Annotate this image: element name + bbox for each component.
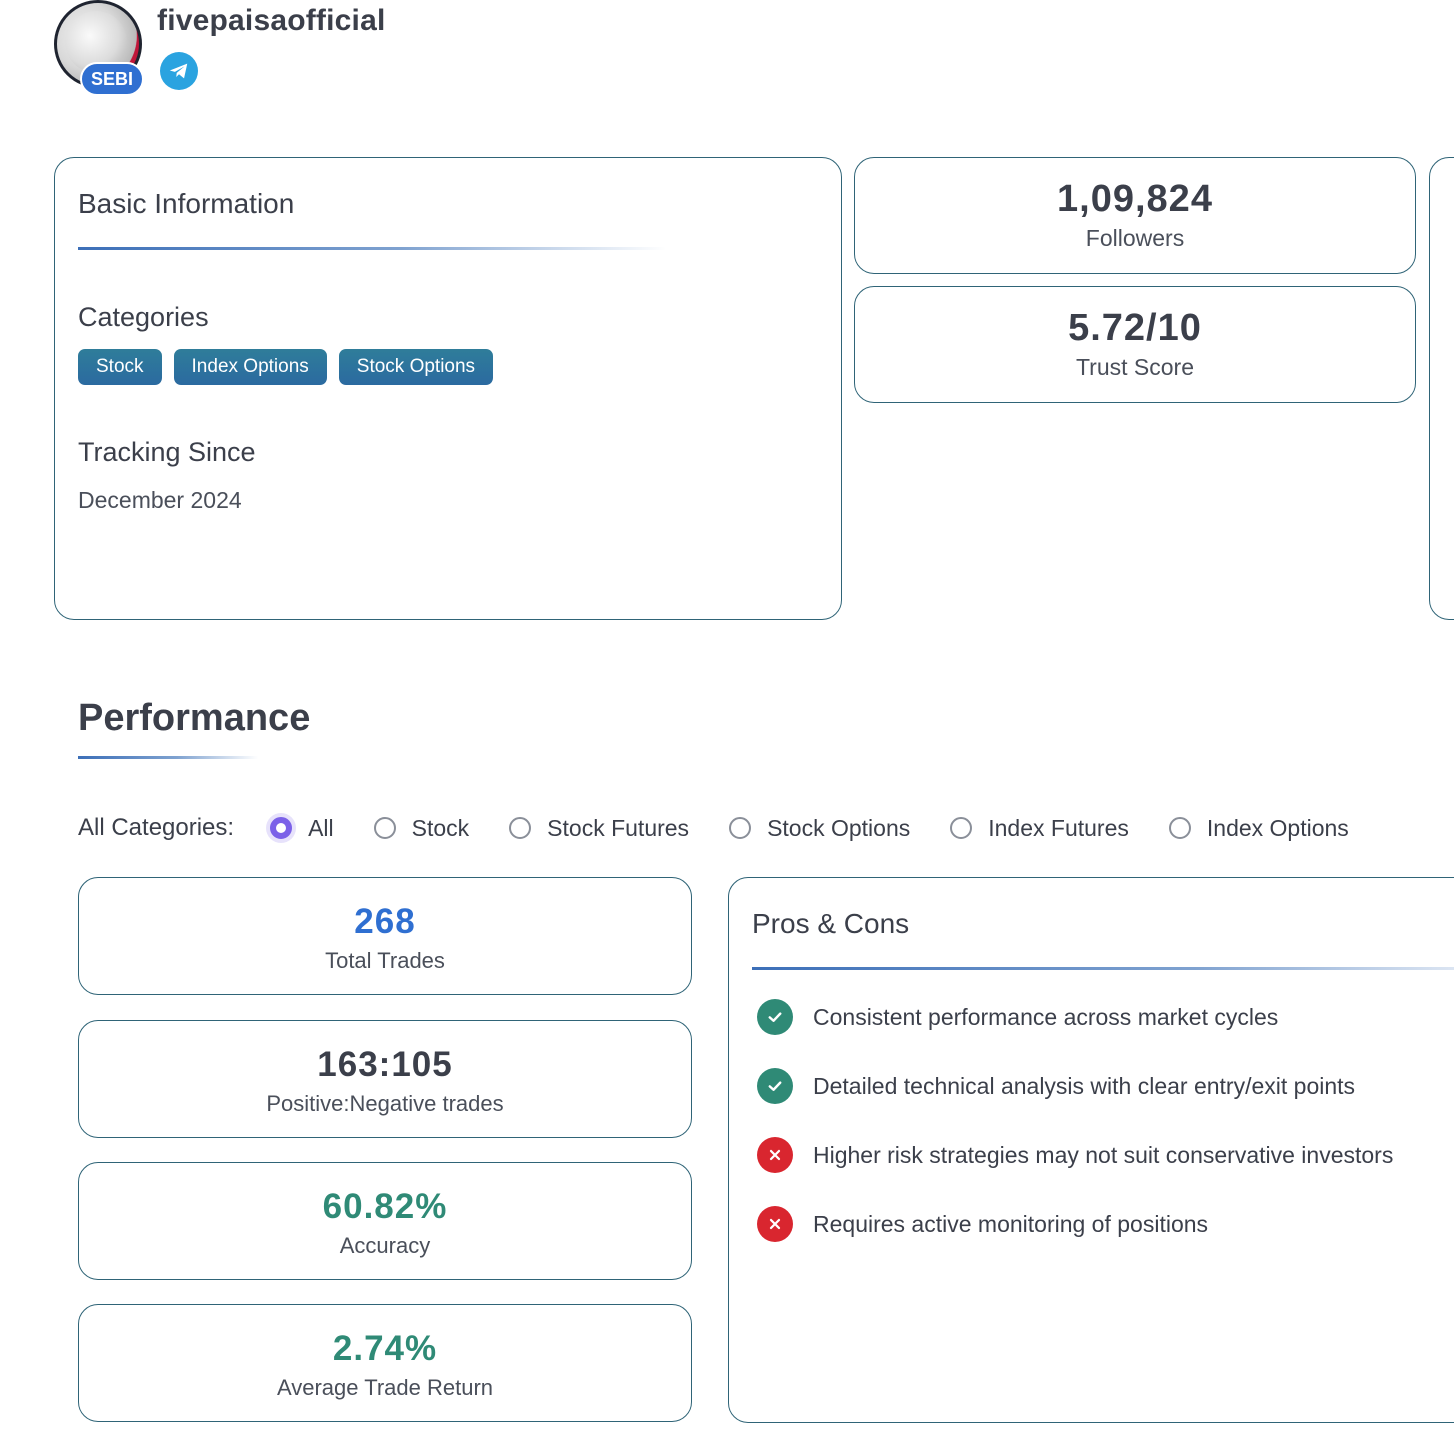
radio-button[interactable] — [509, 817, 532, 839]
con-item: Higher risk strategies may not suit cons… — [757, 1136, 1393, 1174]
radio-button[interactable] — [729, 817, 752, 839]
radio-button[interactable] — [950, 817, 973, 839]
filter-option-label: Stock Futures — [547, 814, 690, 841]
trust-score-value: 5.72/10 — [1068, 307, 1202, 349]
filter-radio-stock-options[interactable]: Stock Options — [729, 815, 910, 842]
total-trades-label: Total Trades — [325, 948, 445, 973]
category-chip[interactable]: Index Options — [173, 349, 327, 385]
category-chip[interactable]: Stock Options — [338, 349, 494, 385]
radio-button-selected[interactable] — [270, 817, 293, 839]
filter-option-label: Index Futures — [988, 814, 1129, 841]
x-circle-icon — [757, 1206, 793, 1242]
radio-button[interactable] — [1168, 817, 1191, 839]
check-circle-icon — [757, 1068, 793, 1104]
telegram-plane-glyph — [169, 63, 188, 79]
positive-negative-value: 163:105 — [317, 1045, 453, 1084]
filter-radio-stock[interactable]: Stock — [373, 814, 470, 842]
category-chips: Stock Index Options Stock Options — [78, 349, 494, 385]
filter-radio-index-futures[interactable]: Index Futures — [950, 815, 1129, 842]
tracking-since-value: December 2024 — [78, 487, 242, 513]
filter-radio-index-options[interactable]: Index Options — [1168, 814, 1349, 842]
pro-text: Detailed technical analysis with clear e… — [813, 1072, 1356, 1099]
tracking-since-label: Tracking Since — [78, 437, 256, 467]
positive-negative-card: 163:105 Positive:Negative trades — [78, 1020, 692, 1138]
title-underline — [78, 247, 666, 250]
trust-score-card: 5.72/10 Trust Score — [854, 286, 1416, 403]
trust-score-label: Trust Score — [1075, 354, 1194, 380]
average-return-card: 2.74% Average Trade Return — [78, 1304, 692, 1422]
x-circle-icon — [757, 1137, 793, 1173]
average-return-label: Average Trade Return — [276, 1375, 494, 1400]
positive-negative-label: Positive:Negative trades — [266, 1091, 504, 1116]
pro-text: Consistent performance across market cyc… — [813, 1003, 1279, 1030]
con-item: Requires active monitoring of positions — [757, 1205, 1393, 1243]
accuracy-card: 60.82% Accuracy — [78, 1162, 692, 1280]
check-circle-icon — [757, 999, 793, 1035]
filter-radio-all[interactable]: All — [270, 815, 334, 842]
pros-cons-card: Pros & Cons Consistent performance acros… — [728, 877, 1454, 1423]
pros-cons-title: Pros & Cons — [752, 908, 910, 939]
performance-underline — [78, 756, 258, 759]
categories-label: Categories — [78, 302, 209, 332]
accuracy-value: 60.82% — [322, 1187, 448, 1226]
total-trades-card: 268 Total Trades — [78, 877, 692, 995]
performance-title: Performance — [78, 697, 311, 739]
followers-card: 1,09,824 Followers — [854, 157, 1416, 274]
con-text: Requires active monitoring of positions — [813, 1210, 1209, 1237]
pros-cons-list: Consistent performance across market cyc… — [757, 998, 1393, 1274]
basic-information-card: Basic Information Categories Stock Index… — [54, 157, 842, 620]
basic-information-title: Basic Information — [78, 188, 295, 219]
con-text: Higher risk strategies may not suit cons… — [813, 1141, 1394, 1168]
accuracy-label: Accuracy — [339, 1233, 431, 1258]
sebi-badge: SEBI — [80, 62, 144, 96]
pro-item: Consistent performance across market cyc… — [757, 998, 1393, 1036]
category-chip[interactable]: Stock — [78, 349, 162, 385]
radio-button[interactable] — [373, 817, 396, 839]
followers-label: Followers — [1085, 225, 1185, 251]
filter-option-label: Stock Options — [767, 814, 911, 841]
username: fivepaisaofficial — [157, 4, 386, 37]
pro-item: Detailed technical analysis with clear e… — [757, 1067, 1393, 1105]
filter-option-label: All — [308, 814, 334, 841]
title-underline — [752, 967, 1454, 970]
total-trades-value: 268 — [354, 902, 416, 941]
followers-count: 1,09,824 — [1057, 178, 1213, 220]
filter-radio-stock-futures[interactable]: Stock Futures — [509, 815, 689, 842]
filter-option-label: Stock — [411, 814, 470, 841]
filter-label: All Categories: — [78, 814, 235, 841]
filter-option-label: Index Options — [1206, 814, 1349, 841]
telegram-icon[interactable] — [160, 52, 198, 90]
category-filter-group: All Categories: All Stock Stock Futures … — [78, 808, 1349, 848]
offscreen-card — [1429, 157, 1454, 620]
average-return-value: 2.74% — [332, 1329, 438, 1368]
